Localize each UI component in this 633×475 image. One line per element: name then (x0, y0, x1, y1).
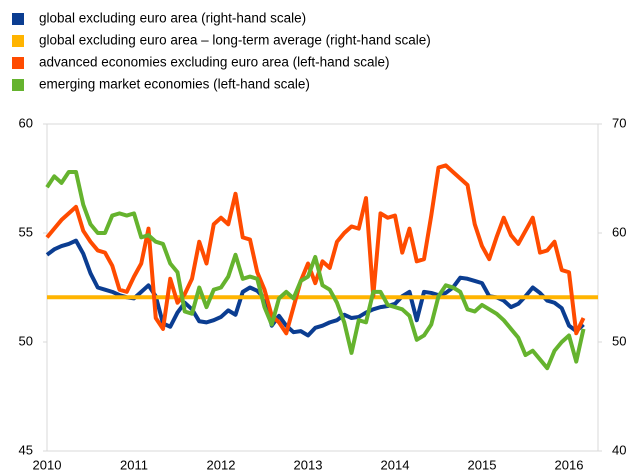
x-tick-label: 2012 (207, 457, 236, 472)
y2-tick-label: 70 (612, 115, 626, 130)
x-tick-label: 2015 (468, 457, 497, 472)
series-line (45, 169, 586, 371)
x-tick-label: 2014 (381, 457, 410, 472)
legend-label: global excluding euro area – long-term a… (39, 33, 431, 48)
y-tick-label: 60 (19, 115, 33, 130)
legend-swatch (12, 79, 24, 91)
x-tick-label: 2013 (294, 457, 323, 472)
x-tick-label: 2016 (555, 457, 584, 472)
legend-label: global excluding euro area (right-hand s… (39, 11, 306, 26)
legend-swatch (12, 57, 24, 69)
y-tick-label: 50 (19, 333, 33, 348)
legend-label: advanced economies excluding euro area (… (39, 55, 389, 70)
legend-label: emerging market economies (left-hand sca… (39, 77, 310, 92)
legend-swatch (12, 13, 24, 25)
plot-frame (46, 123, 599, 452)
y2-tick-label: 50 (612, 333, 626, 348)
x-tick-label: 2010 (33, 457, 62, 472)
legend: global excluding euro area (right-hand s… (12, 11, 431, 92)
y2-tick-label: 60 (612, 224, 626, 239)
series-line (45, 163, 586, 336)
y-tick-label: 45 (19, 442, 33, 457)
x-tick-label: 2011 (120, 457, 148, 472)
y2-tick-label: 40 (612, 442, 626, 457)
legend-swatch (12, 35, 24, 47)
y-tick-label: 55 (19, 224, 33, 239)
